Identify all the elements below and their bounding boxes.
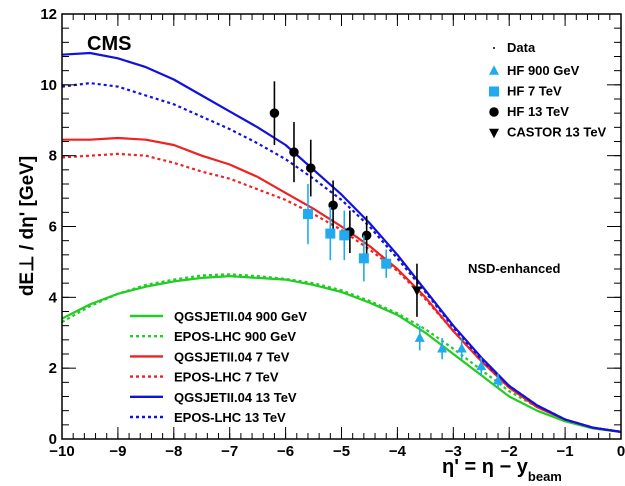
model-curve — [61, 152, 622, 433]
data-point — [489, 65, 499, 75]
x-tick-label: −3 — [445, 443, 462, 460]
data-point — [411, 286, 422, 296]
x-axis-title: η' = η − ybeam — [442, 456, 562, 484]
data-point — [302, 209, 313, 220]
model-curve — [61, 273, 622, 433]
model-curves — [61, 51, 622, 433]
legend-model-entry: EPOS-LHC 7 TeV — [174, 370, 279, 385]
data-points — [269, 81, 504, 388]
data-point — [358, 253, 369, 264]
legend-data-title-marker — [493, 47, 495, 49]
y-tick-label: 6 — [49, 219, 57, 236]
y-tick-label: 4 — [49, 289, 58, 306]
legend-model-entry: QGSJETII.04 900 GeV — [174, 309, 307, 324]
legend-model-entry: QGSJETII.04 13 TeV — [174, 390, 297, 405]
x-axis-title-main: η' = η − y — [442, 456, 529, 478]
y-tick-label: 12 — [40, 6, 57, 23]
data-point — [493, 374, 504, 385]
experiment-label: CMS — [87, 33, 131, 55]
x-tick-label: −5 — [333, 443, 350, 460]
legend-model-entry: EPOS-LHC 13 TeV — [174, 410, 286, 425]
x-tick-label: −10 — [49, 443, 74, 460]
annotation-nsd: NSD-enhanced — [468, 261, 561, 276]
data-point — [269, 108, 280, 118]
legend-model-entry: QGSJETII.04 7 TeV — [174, 349, 290, 364]
legend-models: QGSJETII.04 900 GeV EPOS-LHC 900 GeV QGSJE… — [130, 309, 307, 425]
model-curve — [61, 81, 622, 433]
x-tick-label: −6 — [277, 443, 294, 460]
x-tick-label: −4 — [389, 443, 407, 460]
y-axis-title: dE⊥ / dη' [GeV] — [17, 156, 38, 296]
data-point — [489, 86, 499, 97]
data-point — [476, 360, 487, 371]
x-tick-label: −7 — [221, 443, 238, 460]
data-point — [381, 258, 392, 269]
data-point — [489, 128, 499, 139]
legend-model-entry: EPOS-LHC 900 GeV — [174, 329, 296, 344]
x-tick-label: −1 — [557, 443, 574, 460]
legend-data-entry: HF 13 TeV — [507, 104, 569, 119]
data-point — [414, 332, 425, 342]
data-point — [339, 230, 350, 241]
legend-data: Data HF 900 GeV HF 7 TeV HF 13 TeV CASTOR 1… — [489, 40, 607, 140]
legend-data-entry: HF 900 GeV — [507, 63, 580, 78]
data-point — [489, 107, 499, 117]
y-tick-label: 2 — [49, 360, 57, 377]
x-tick-label: −8 — [165, 443, 182, 460]
y-tick-label: 8 — [49, 148, 57, 165]
legend-data-entry: CASTOR 13 TeV — [507, 125, 607, 140]
x-tick-label: −2 — [501, 443, 518, 460]
model-curve — [61, 275, 622, 433]
data-point — [437, 342, 448, 353]
x-tick-label: 0 — [617, 443, 625, 460]
x-tick-label: −9 — [109, 443, 126, 460]
y-tick-label: 10 — [40, 77, 57, 94]
data-point — [325, 228, 336, 239]
data-point — [456, 342, 467, 353]
legend-data-title: Data — [507, 40, 536, 55]
data-point — [289, 147, 299, 157]
x-axis-title-sub: beam — [528, 469, 562, 484]
y-tick-label: 0 — [49, 431, 57, 448]
data-point — [306, 163, 316, 173]
legend-data-entry: HF 7 TeV — [507, 84, 562, 99]
